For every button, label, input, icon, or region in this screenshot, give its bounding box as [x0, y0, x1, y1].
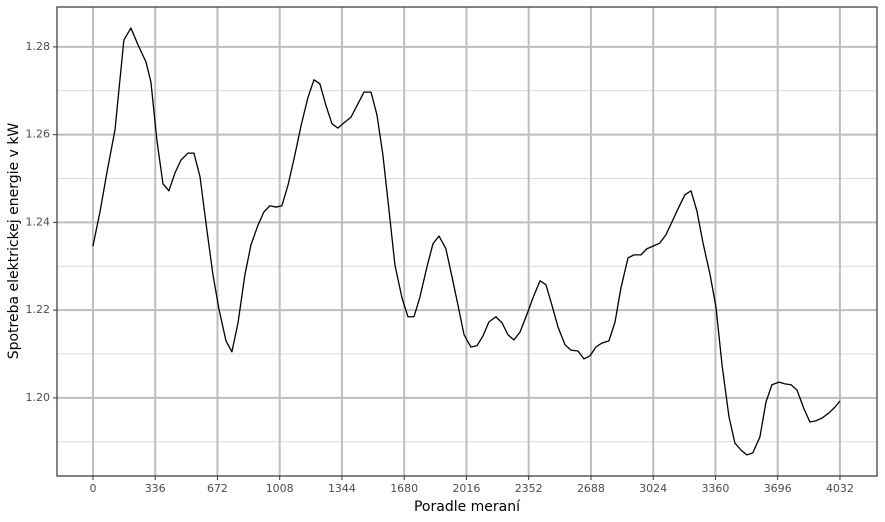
y-tick-label: 1.24 — [26, 215, 51, 228]
x-axis-title: Poradle meraní — [414, 499, 521, 515]
x-tick-label: 3024 — [639, 482, 667, 495]
x-tick-label: 2016 — [452, 482, 480, 495]
x-tick-label: 2688 — [577, 482, 605, 495]
x-tick-label: 3696 — [764, 482, 792, 495]
x-tick-label: 4032 — [826, 482, 854, 495]
x-tick-label: 1344 — [328, 482, 356, 495]
data-line — [92, 27, 841, 456]
x-tick-label: 1008 — [266, 482, 294, 495]
y-tick-label: 1.22 — [26, 303, 51, 316]
x-tick-label: 0 — [89, 482, 96, 495]
y-tick-label: 1.26 — [26, 128, 51, 141]
y-axis-title: Spotreba elektrickej energie v kW — [6, 123, 22, 360]
y-tick-label: 1.28 — [26, 40, 51, 53]
x-tick-label: 336 — [145, 482, 166, 495]
panel-border — [56, 6, 878, 477]
x-tick-label: 2352 — [515, 482, 543, 495]
x-tick-label: 1680 — [390, 482, 418, 495]
x-tick-label: 3360 — [701, 482, 729, 495]
y-tick-label: 1.20 — [26, 391, 51, 404]
x-tick-label: 672 — [207, 482, 228, 495]
